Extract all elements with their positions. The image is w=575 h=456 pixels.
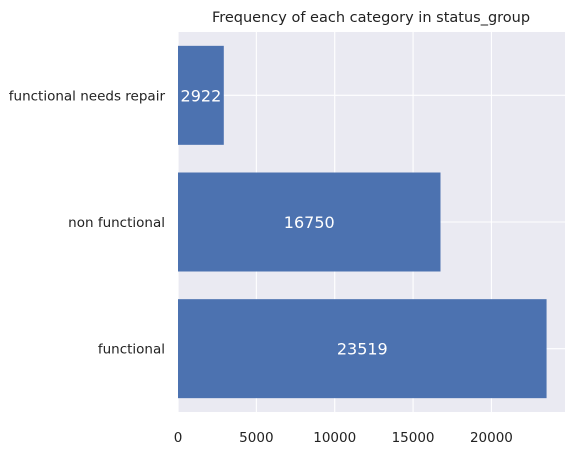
bar-value-label: 16750 <box>284 213 335 232</box>
y-tick-labels: functional needs repair non functional fun… <box>9 88 166 357</box>
x-tick-label: 15000 <box>392 430 435 446</box>
bar-value-label: 2922 <box>181 86 222 105</box>
x-tick-label: 0 <box>174 430 183 446</box>
x-tick-label: 10000 <box>313 430 356 446</box>
x-tick-label: 5000 <box>239 430 273 446</box>
y-tick-label: non functional <box>68 215 165 231</box>
y-tick-label: functional <box>98 342 165 358</box>
y-tick-label: functional needs repair <box>9 88 166 104</box>
x-tick-label: 20000 <box>470 430 513 446</box>
x-tick-labels: 0 5000 10000 15000 20000 <box>174 430 513 446</box>
bars: 2922 16750 23519 <box>178 45 547 399</box>
chart-title: Frequency of each category in status_gro… <box>212 10 530 26</box>
bar <box>178 172 441 272</box>
bar <box>178 299 547 399</box>
bar <box>178 45 224 145</box>
bar-value-label: 23519 <box>337 340 388 359</box>
